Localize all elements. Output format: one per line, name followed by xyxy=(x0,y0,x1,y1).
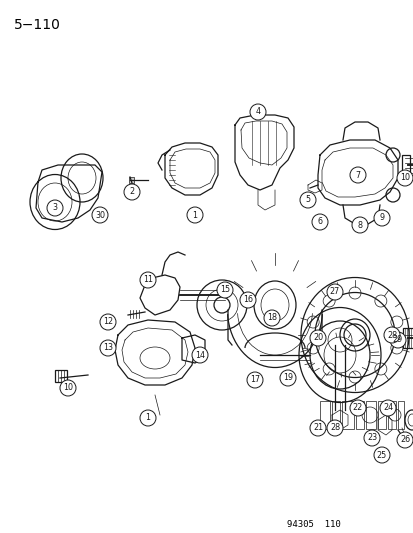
Text: 10: 10 xyxy=(399,174,409,182)
Circle shape xyxy=(326,420,342,436)
Circle shape xyxy=(100,314,116,330)
Bar xyxy=(402,328,413,348)
Circle shape xyxy=(192,347,207,363)
Text: 1: 1 xyxy=(192,211,197,220)
Circle shape xyxy=(379,400,395,416)
Circle shape xyxy=(383,327,399,343)
Text: 14: 14 xyxy=(195,351,204,359)
Bar xyxy=(387,401,395,429)
Circle shape xyxy=(247,372,262,388)
Text: 5−110: 5−110 xyxy=(14,18,61,32)
Circle shape xyxy=(140,272,156,288)
Text: 94305  110: 94305 110 xyxy=(286,520,340,529)
Circle shape xyxy=(263,310,279,326)
Text: 29: 29 xyxy=(392,335,402,344)
Text: 15: 15 xyxy=(219,286,230,295)
Circle shape xyxy=(326,284,342,300)
Text: 9: 9 xyxy=(379,214,384,222)
Circle shape xyxy=(396,170,412,186)
Text: 8: 8 xyxy=(357,221,362,230)
Circle shape xyxy=(309,330,325,346)
Circle shape xyxy=(240,292,255,308)
Bar xyxy=(319,401,329,429)
Text: 16: 16 xyxy=(242,295,252,304)
Text: 26: 26 xyxy=(399,435,409,445)
Circle shape xyxy=(349,400,365,416)
Circle shape xyxy=(351,217,367,233)
Bar xyxy=(355,401,363,429)
Circle shape xyxy=(100,340,116,356)
Circle shape xyxy=(389,332,405,348)
Bar xyxy=(341,401,353,429)
Circle shape xyxy=(363,430,379,446)
Text: 24: 24 xyxy=(382,403,392,413)
Circle shape xyxy=(249,104,266,120)
Text: 21: 21 xyxy=(312,424,322,432)
Text: 13: 13 xyxy=(103,343,113,352)
Circle shape xyxy=(279,370,295,386)
Text: 7: 7 xyxy=(355,171,360,180)
Bar xyxy=(401,155,409,180)
Circle shape xyxy=(309,420,325,436)
Text: 6: 6 xyxy=(317,217,322,227)
Text: 4: 4 xyxy=(255,108,260,117)
Circle shape xyxy=(349,167,365,183)
Circle shape xyxy=(299,192,315,208)
Circle shape xyxy=(140,410,156,426)
Circle shape xyxy=(60,380,76,396)
Text: 5: 5 xyxy=(305,196,310,205)
Circle shape xyxy=(396,432,412,448)
Circle shape xyxy=(92,207,108,223)
Text: 22: 22 xyxy=(352,403,362,413)
Circle shape xyxy=(373,210,389,226)
Text: 20: 20 xyxy=(312,334,322,343)
Circle shape xyxy=(311,214,327,230)
Text: 1: 1 xyxy=(145,414,150,423)
Circle shape xyxy=(124,184,140,200)
Bar xyxy=(55,370,67,382)
Circle shape xyxy=(373,447,389,463)
Text: 30: 30 xyxy=(95,211,105,220)
Text: 11: 11 xyxy=(142,276,153,285)
Text: 28: 28 xyxy=(386,330,396,340)
Circle shape xyxy=(216,282,233,298)
Text: 27: 27 xyxy=(329,287,339,296)
Text: 2: 2 xyxy=(129,188,134,197)
Text: 12: 12 xyxy=(103,318,113,327)
Text: 25: 25 xyxy=(376,450,386,459)
Text: 17: 17 xyxy=(249,376,259,384)
Text: 3: 3 xyxy=(52,204,57,213)
Bar xyxy=(377,401,385,429)
Text: 28: 28 xyxy=(329,424,339,432)
Text: 18: 18 xyxy=(266,313,276,322)
Bar xyxy=(129,177,134,183)
Circle shape xyxy=(187,207,202,223)
Bar xyxy=(397,401,403,429)
Bar xyxy=(365,401,375,429)
Text: 10: 10 xyxy=(63,384,73,392)
Text: 23: 23 xyxy=(366,433,376,442)
Bar xyxy=(331,401,339,429)
Circle shape xyxy=(47,200,63,216)
Text: 19: 19 xyxy=(282,374,292,383)
